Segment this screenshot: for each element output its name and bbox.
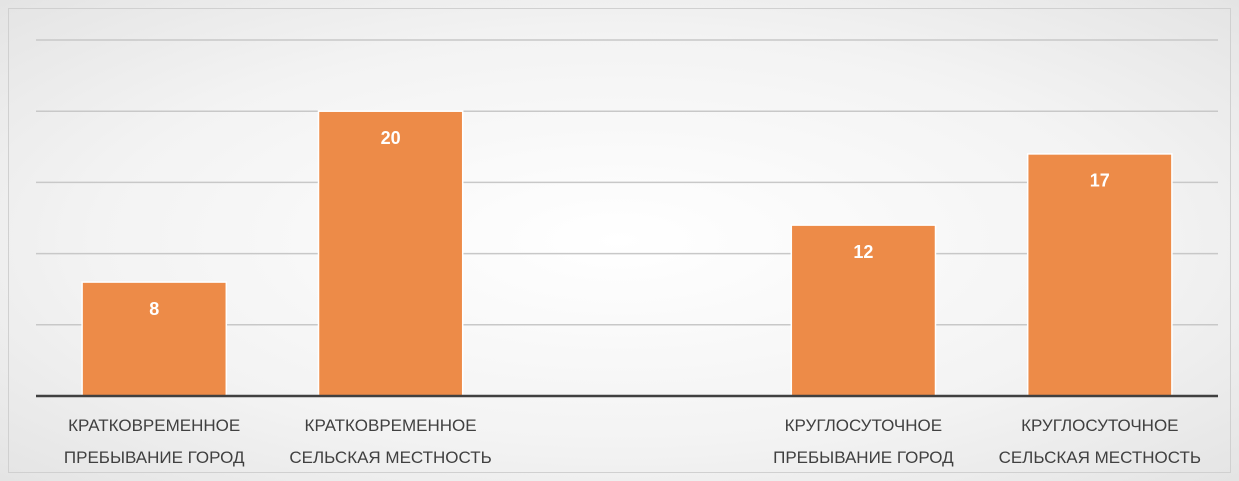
- data-label: 12: [853, 242, 873, 262]
- data-label: 20: [381, 128, 401, 148]
- x-tick-label: КРАТКОВРЕМЕННОЕ СЕЛЬСКАЯ МЕСТНОСТЬ: [289, 416, 492, 467]
- x-tick-label: КРУГЛОСУТОЧНОЕ СЕЛЬСКАЯ МЕСТНОСТЬ: [998, 416, 1201, 467]
- data-label: 8: [149, 299, 159, 319]
- bar: [317, 110, 464, 397]
- x-tick-label: КРУГЛОСУТОЧНОЕ ПРЕБЫВАНИЕ ГОРОД: [773, 416, 954, 467]
- bar: [790, 224, 937, 397]
- chart-border: [8, 8, 1231, 473]
- bar: [81, 281, 228, 397]
- x-tick-label: КРАТКОВРЕМЕННОЕ ПРЕБЫВАНИЕ ГОРОД: [63, 416, 245, 467]
- data-label: 17: [1090, 171, 1110, 191]
- bar: [1026, 153, 1173, 397]
